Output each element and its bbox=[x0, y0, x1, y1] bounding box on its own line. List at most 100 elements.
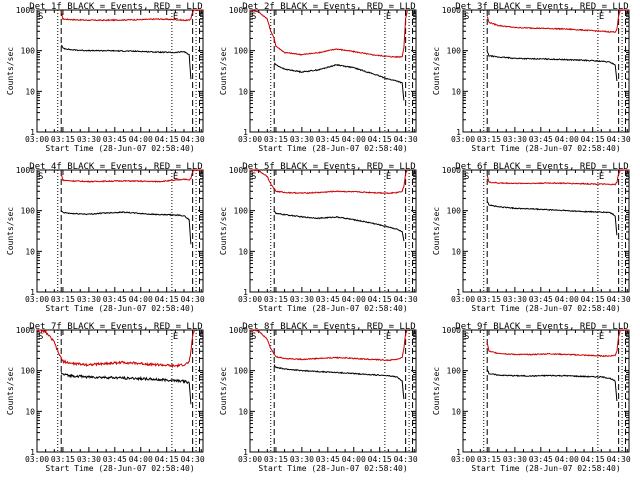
x-tick-label: 03:45 bbox=[316, 295, 340, 304]
panel-title: Det 5f BLACK = Events, RED = LLD bbox=[242, 162, 415, 172]
event-marker-s: S bbox=[251, 172, 256, 182]
x-tick-label: 04:30 bbox=[394, 455, 418, 464]
x-axis-label: Start Time (28-Jun-07 02:58:40) bbox=[471, 144, 620, 153]
x-axis-label: Start Time (28-Jun-07 02:58:40) bbox=[45, 144, 194, 153]
x-tick-label: 04:30 bbox=[607, 455, 631, 464]
y-tick-label: 1 bbox=[30, 288, 35, 297]
event-rate-series bbox=[60, 372, 192, 405]
x-tick-label: 04:15 bbox=[368, 455, 392, 464]
x-tick-label: 04:15 bbox=[581, 295, 605, 304]
y-tick-label: 10 bbox=[25, 247, 35, 256]
x-axis-label: Start Time (28-Jun-07 02:58:40) bbox=[471, 304, 620, 313]
panel-title: Det 8f BLACK = Events, RED = LLD bbox=[242, 322, 415, 332]
x-tick-label: 04:30 bbox=[181, 295, 205, 304]
x-tick-label: 03:45 bbox=[529, 295, 553, 304]
panel-det-2: Det 2f BLACK = Events, RED = LLD 1 10 100 10… bbox=[219, 2, 418, 153]
event-marker-s: S bbox=[412, 332, 417, 342]
event-rate-series bbox=[60, 44, 192, 80]
x-axis-label: Start Time (28-Jun-07 02:58:40) bbox=[258, 304, 407, 313]
x-tick-label: 03:00 bbox=[451, 455, 475, 464]
event-marker-s: S bbox=[251, 332, 256, 342]
lld-rate-series bbox=[249, 329, 408, 362]
event-rate-series bbox=[273, 210, 405, 242]
y-tick-label: 1 bbox=[243, 448, 248, 457]
lld-rate-series bbox=[60, 9, 204, 22]
y-tick-label: 1000 bbox=[229, 166, 248, 175]
x-tick-label: 03:45 bbox=[103, 135, 127, 144]
x-tick-label: 03:45 bbox=[103, 455, 127, 464]
y-tick-label: 10 bbox=[25, 87, 35, 96]
panel-det-5: Det 5f BLACK = Events, RED = LLD 1 10 100 10… bbox=[219, 162, 418, 313]
y-tick-label: 100 bbox=[447, 367, 462, 376]
y-tick-label: 100 bbox=[234, 367, 249, 376]
event-marker-e: E bbox=[599, 12, 604, 22]
x-tick-label: 03:30 bbox=[503, 295, 527, 304]
x-tick-label: 03:00 bbox=[451, 295, 475, 304]
y-tick-label: 1000 bbox=[442, 166, 461, 175]
event-marker-s: S bbox=[625, 12, 630, 22]
x-tick-label: 03:45 bbox=[529, 455, 553, 464]
x-tick-label: 04:00 bbox=[555, 295, 579, 304]
y-axis-label: Counts/sec bbox=[6, 47, 15, 95]
y-tick-label: 1 bbox=[30, 448, 35, 457]
y-tick-label: 1000 bbox=[442, 326, 461, 335]
plot-frame bbox=[36, 329, 204, 453]
y-tick-label: 100 bbox=[447, 47, 462, 56]
x-tick-label: 03:15 bbox=[264, 135, 288, 144]
event-marker-s: S bbox=[625, 332, 630, 342]
x-tick-label: 03:00 bbox=[238, 295, 262, 304]
x-tick-label: 04:00 bbox=[342, 135, 366, 144]
event-marker-e: E bbox=[386, 172, 391, 182]
y-tick-label: 10 bbox=[238, 87, 248, 96]
event-marker-s: S bbox=[464, 332, 469, 342]
y-axis-label: Counts/sec bbox=[6, 367, 15, 415]
x-tick-label: 03:15 bbox=[51, 295, 75, 304]
event-marker-e: E bbox=[173, 332, 178, 342]
event-marker-e: E bbox=[599, 332, 604, 342]
plot-frame bbox=[249, 169, 417, 293]
x-tick-label: 03:15 bbox=[477, 295, 501, 304]
x-tick-label: 03:30 bbox=[77, 135, 101, 144]
x-tick-label: 04:30 bbox=[181, 455, 205, 464]
y-axis-label: Counts/sec bbox=[219, 367, 228, 415]
panel-det-6: Det 6f BLACK = Events, RED = LLD 1 10 100 10… bbox=[432, 162, 631, 313]
event-marker-e: E bbox=[386, 12, 391, 22]
y-tick-label: 100 bbox=[21, 367, 36, 376]
x-tick-label: 04:30 bbox=[607, 295, 631, 304]
y-axis-label: Counts/sec bbox=[432, 207, 441, 255]
y-axis-label: Counts/sec bbox=[6, 207, 15, 255]
x-tick-label: 03:00 bbox=[451, 135, 475, 144]
y-tick-label: 1 bbox=[243, 128, 248, 137]
x-axis-label: Start Time (28-Jun-07 02:58:40) bbox=[45, 304, 194, 313]
y-tick-label: 100 bbox=[234, 207, 249, 216]
x-tick-label: 03:15 bbox=[264, 295, 288, 304]
plot-frame bbox=[36, 9, 204, 133]
lld-rate-series bbox=[249, 9, 408, 59]
panel-det-1: Det 1f BLACK = Events, RED = LLD 1 10 100 10… bbox=[6, 2, 205, 153]
x-tick-label: 04:00 bbox=[342, 455, 366, 464]
lld-rate-series bbox=[486, 169, 629, 186]
x-tick-label: 03:00 bbox=[25, 135, 49, 144]
x-tick-label: 04:15 bbox=[581, 135, 605, 144]
y-tick-label: 10 bbox=[451, 247, 461, 256]
x-tick-label: 04:00 bbox=[342, 295, 366, 304]
y-tick-label: 1 bbox=[243, 288, 248, 297]
panel-title: Det 9f BLACK = Events, RED = LLD bbox=[455, 322, 628, 332]
y-tick-label: 100 bbox=[21, 47, 36, 56]
x-axis-label: Start Time (28-Jun-07 02:58:40) bbox=[258, 464, 407, 473]
lld-rate-series bbox=[486, 329, 629, 358]
y-tick-label: 1 bbox=[456, 288, 461, 297]
y-tick-label: 1 bbox=[456, 128, 461, 137]
event-marker-e: E bbox=[386, 332, 391, 342]
x-tick-label: 03:30 bbox=[503, 455, 527, 464]
x-tick-label: 03:00 bbox=[25, 295, 49, 304]
x-tick-label: 04:30 bbox=[181, 135, 205, 144]
event-rate-series bbox=[486, 201, 618, 236]
lld-rate-series bbox=[250, 169, 408, 195]
event-marker-s: S bbox=[199, 12, 204, 22]
x-tick-label: 04:00 bbox=[129, 135, 153, 144]
y-tick-label: 10 bbox=[25, 407, 35, 416]
y-tick-label: 100 bbox=[21, 207, 36, 216]
panel-title: Det 4f BLACK = Events, RED = LLD bbox=[29, 162, 202, 172]
